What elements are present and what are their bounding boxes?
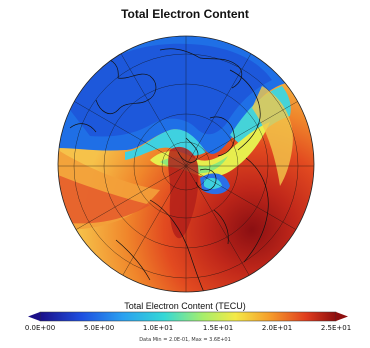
colorbar-tick: 0.0E+00 [24, 324, 56, 332]
colorbar [28, 311, 348, 322]
graticule [58, 36, 314, 292]
colorbar-tick: 2.0E+01 [261, 324, 293, 332]
figure-title: Total Electron Content [121, 7, 249, 21]
colorbar-title: Total Electron Content (TECU) [124, 301, 246, 311]
colorbar-tick: 5.0E+00 [83, 324, 115, 332]
colorbar-min-arrow [28, 312, 40, 321]
colorbar-tick: 2.5E+01 [320, 324, 352, 332]
colorbar-tick: 1.0E+01 [142, 324, 174, 332]
colorbar-max-arrow [336, 312, 348, 321]
coastlines [69, 48, 269, 292]
colorbar-tick: 1.5E+01 [202, 324, 234, 332]
tec-field [58, 36, 314, 292]
data-range-note: Data Min = 2.0E-01, Max = 3.6E+01 [139, 337, 231, 343]
